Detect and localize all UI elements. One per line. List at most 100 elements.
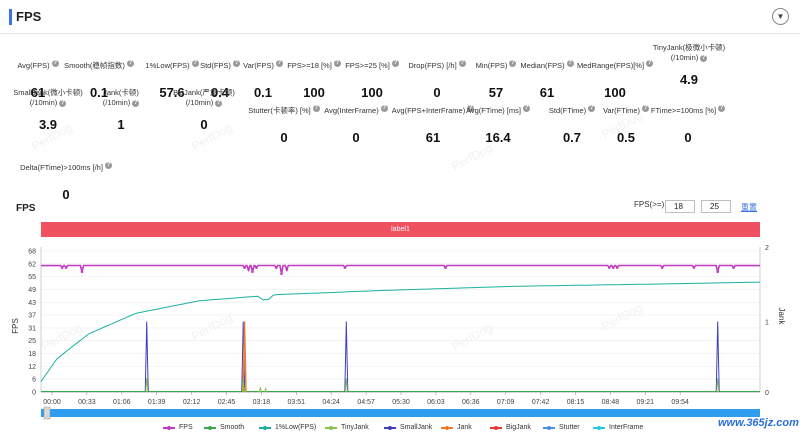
metric-10: MedRange(FPS)[%]? 100 — [555, 55, 675, 100]
fps-dip-marker — [255, 266, 258, 269]
metric-19: Std(FTime)? 0.7 — [512, 100, 632, 145]
legend-item[interactable]: FPS — [163, 424, 193, 431]
metric-label: TinyJank(极微小卡顿) — [652, 43, 726, 52]
help-icon[interactable]: ? — [391, 60, 399, 68]
help-icon[interactable]: ? — [333, 60, 341, 68]
legend-label: 1%Low(FPS) — [275, 424, 317, 431]
legend-swatch — [163, 425, 175, 430]
help-icon[interactable]: ? — [191, 60, 199, 68]
time-scrollbar[interactable] — [41, 409, 760, 417]
x-tick-label: 02:12 — [183, 399, 201, 406]
help-icon[interactable]: ? — [718, 105, 726, 113]
y-tick-label: 62 — [28, 261, 36, 268]
metric-value: 0.1 — [89, 85, 109, 100]
metric-18: Avg(FTime) [ms]? 16.4 — [438, 100, 558, 145]
threshold-input-2[interactable]: 25 — [701, 200, 731, 213]
metric-value: 61 — [425, 130, 441, 145]
help-icon[interactable]: ? — [104, 162, 112, 170]
fps-dip-marker — [343, 266, 347, 269]
legend-label: TinyJank — [341, 424, 369, 431]
legend-item[interactable]: Jank — [441, 424, 472, 431]
reset-button[interactable]: 重置 — [741, 203, 757, 212]
metric-value: 0 — [280, 130, 288, 145]
fps-dip-marker — [444, 266, 447, 269]
metric-0: Avg(FPS)? 61 — [0, 55, 98, 100]
help-icon[interactable]: ? — [232, 60, 240, 68]
legend-swatch — [543, 425, 555, 430]
help-icon[interactable]: ? — [215, 99, 223, 107]
metric-label: Median(FPS) — [520, 61, 565, 70]
metric-14: BigJank(严重卡顿) (/10min)? 0 — [144, 88, 264, 132]
threshold-input-1[interactable]: 18 — [665, 200, 695, 213]
x-tick-label: 06:36 — [462, 399, 480, 406]
fps-dip-marker — [274, 266, 278, 269]
legend-label: Stutter — [559, 424, 580, 431]
y-axis-label-right: Jank — [777, 308, 786, 326]
help-icon[interactable]: ? — [132, 99, 140, 107]
legend-item[interactable]: BigJank — [490, 424, 531, 431]
metric-value: 61 — [30, 85, 46, 100]
help-icon[interactable]: ? — [458, 60, 466, 68]
smalljank-spike — [241, 377, 245, 393]
y-axis-label-left: FPS — [11, 318, 20, 334]
label-bar[interactable]: label1 — [41, 222, 760, 237]
x-tick-label: 04:24 — [322, 399, 340, 406]
help-icon[interactable]: ? — [588, 105, 596, 113]
metric-value: 61 — [539, 85, 555, 100]
legend-item[interactable]: InterFrame — [593, 424, 643, 431]
help-icon[interactable]: ? — [380, 105, 388, 113]
legend-item[interactable]: 1%Low(FPS) — [259, 424, 316, 431]
legend-item[interactable]: Smooth — [204, 424, 244, 431]
help-icon[interactable]: ? — [51, 60, 59, 68]
metric-value: 4.9 — [679, 72, 699, 87]
jank-orange-spike — [242, 321, 247, 393]
legend-label: Jank — [457, 424, 472, 431]
help-icon[interactable]: ? — [275, 60, 283, 68]
scrollbar-handle-left[interactable] — [43, 406, 51, 420]
help-icon[interactable]: ? — [509, 60, 517, 68]
metric-unit: (/10min) — [185, 98, 214, 107]
metric-label: Drop(FPS) [/h] — [408, 61, 457, 70]
help-icon[interactable]: ? — [312, 105, 320, 113]
x-tick-label: 06:03 — [427, 399, 445, 406]
metric-3: Std(FPS)? 0.4 — [160, 55, 280, 100]
help-icon[interactable]: ? — [700, 54, 708, 62]
x-tick-label: 03:51 — [288, 399, 306, 406]
metric-label: Avg(FTime) [ms] — [465, 106, 521, 115]
legend-item[interactable]: SmallJank — [384, 424, 432, 431]
help-icon[interactable]: ? — [566, 60, 574, 68]
y-tick-label: 31 — [28, 325, 36, 332]
help-icon[interactable]: ? — [642, 105, 650, 113]
jank-spike — [144, 321, 149, 393]
help-icon[interactable]: ? — [126, 60, 134, 68]
fps-dip-marker — [660, 266, 664, 269]
y-tick-label-right: 0 — [765, 390, 769, 397]
legend-item[interactable]: Stutter — [543, 424, 580, 431]
legend-swatch — [490, 425, 502, 430]
metric-label: SmallJank(微小卡顿) — [13, 88, 83, 97]
x-tick-label: 02:45 — [218, 399, 236, 406]
series-1-low — [40, 281, 761, 382]
legend-item[interactable]: TinyJank — [325, 424, 369, 431]
x-tick-label: 05:30 — [392, 399, 410, 406]
chevron-down-icon[interactable]: ▼ — [772, 8, 789, 25]
y-tick-label: 55 — [28, 274, 36, 281]
y-tick-label-right: 2 — [765, 245, 769, 252]
legend-swatch — [325, 425, 337, 430]
metric-label-unit: (/10min)? — [144, 98, 264, 108]
metric-value: 0.1 — [253, 85, 273, 100]
metric-9: Median(FPS)? 61 — [487, 55, 607, 100]
metric-4: Var(FPS)? 0.1 — [203, 55, 323, 100]
legend-swatch — [204, 425, 216, 430]
metric-label: FPS>=18 [%] — [287, 61, 332, 70]
y-tick-label: 12 — [28, 364, 36, 371]
help-icon[interactable]: ? — [467, 105, 475, 113]
help-icon[interactable]: ? — [646, 60, 654, 68]
fps-dip-marker — [692, 266, 696, 269]
metric-label: Stutter(卡顿率) [%] — [248, 106, 311, 115]
x-tick-label: 01:06 — [113, 399, 131, 406]
fps-dip-marker — [247, 268, 250, 271]
help-icon[interactable]: ? — [59, 99, 67, 107]
legend-label: BigJank — [506, 424, 531, 431]
help-icon[interactable]: ? — [523, 105, 530, 113]
